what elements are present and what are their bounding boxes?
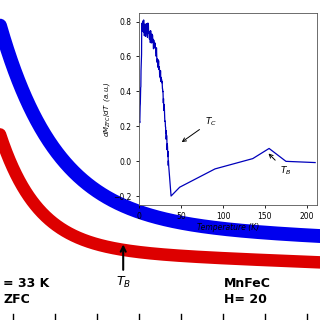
Text: H= 20: H= 20 [224,293,267,306]
X-axis label: Temperature (K): Temperature (K) [197,223,259,232]
Text: = 33 K: = 33 K [3,277,50,290]
Text: $\mathit{T}_\mathit{B}$: $\mathit{T}_\mathit{B}$ [116,247,131,291]
Text: $\mathit{T}_C$: $\mathit{T}_C$ [183,116,216,141]
Text: ZFC: ZFC [3,293,30,306]
Text: MnFeC: MnFeC [224,277,271,290]
Text: $\mathit{T}_B$: $\mathit{T}_B$ [269,154,292,177]
Y-axis label: $dM_{ZFC}/dT$  (a.u.): $dM_{ZFC}/dT$ (a.u.) [102,81,112,137]
